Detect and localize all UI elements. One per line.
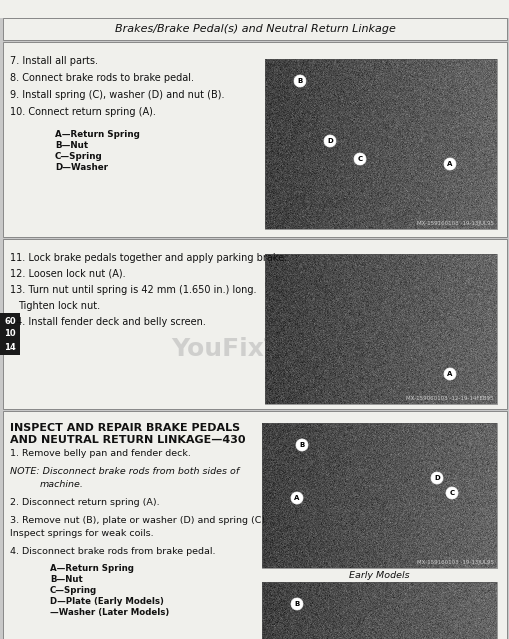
Text: NOTE: Disconnect brake rods from both sides of: NOTE: Disconnect brake rods from both si… xyxy=(10,467,239,476)
Bar xyxy=(262,423,496,568)
Text: C—Spring: C—Spring xyxy=(50,586,97,595)
Text: 60: 60 xyxy=(4,316,16,325)
Text: A: A xyxy=(294,495,299,501)
Text: 7. Install all parts.: 7. Install all parts. xyxy=(10,56,98,66)
Text: Early Models: Early Models xyxy=(349,571,409,580)
Text: YouFixThis.com: YouFixThis.com xyxy=(171,337,389,362)
Text: MX-159060103 -12-19-14FEB95: MX-159060103 -12-19-14FEB95 xyxy=(406,396,493,401)
Text: B—Nut: B—Nut xyxy=(55,141,88,150)
Text: C: C xyxy=(357,156,362,162)
Text: D: D xyxy=(326,138,332,144)
Text: D—Washer: D—Washer xyxy=(55,163,108,172)
Circle shape xyxy=(291,598,302,610)
Text: 11. Lock brake pedals together and apply parking brake.: 11. Lock brake pedals together and apply… xyxy=(10,253,287,263)
Circle shape xyxy=(443,158,455,170)
Text: A: A xyxy=(446,161,452,167)
Text: —Washer (Later Models): —Washer (Later Models) xyxy=(50,608,169,617)
Bar xyxy=(265,254,496,404)
Bar xyxy=(3,411,506,639)
Text: 13. Turn nut until spring is 42 mm (1.650 in.) long.: 13. Turn nut until spring is 42 mm (1.65… xyxy=(10,285,256,295)
Text: 9. Install spring (C), washer (D) and nut (B).: 9. Install spring (C), washer (D) and nu… xyxy=(10,90,224,100)
Text: D: D xyxy=(433,475,439,481)
Text: C: C xyxy=(448,490,454,496)
Circle shape xyxy=(430,472,442,484)
Text: Brakes/Brake Pedal(s) and Neutral Return Linkage: Brakes/Brake Pedal(s) and Neutral Return… xyxy=(115,24,394,34)
Bar xyxy=(262,582,496,639)
Text: 4. Disconnect brake rods from brake pedal.: 4. Disconnect brake rods from brake peda… xyxy=(10,547,215,556)
Text: 8. Connect brake rods to brake pedal.: 8. Connect brake rods to brake pedal. xyxy=(10,73,193,83)
Text: B: B xyxy=(299,442,304,448)
Bar xyxy=(265,59,496,229)
Text: D—Plate (Early Models): D—Plate (Early Models) xyxy=(50,597,163,606)
Text: B: B xyxy=(294,601,299,607)
Text: Inspect springs for weak coils.: Inspect springs for weak coils. xyxy=(10,529,153,538)
Text: 10. Connect return spring (A).: 10. Connect return spring (A). xyxy=(10,107,156,117)
Text: A: A xyxy=(446,371,452,377)
Text: 3. Remove nut (B), plate or washer (D) and spring (C).: 3. Remove nut (B), plate or washer (D) a… xyxy=(10,516,268,525)
Circle shape xyxy=(291,492,302,504)
Text: AND NEUTRAL RETURN LINKAGE—430: AND NEUTRAL RETURN LINKAGE—430 xyxy=(10,435,245,445)
Text: 14: 14 xyxy=(4,343,16,351)
Text: INSPECT AND REPAIR BRAKE PEDALS: INSPECT AND REPAIR BRAKE PEDALS xyxy=(10,423,240,433)
Text: C—Spring: C—Spring xyxy=(55,152,102,161)
Text: A—Return Spring: A—Return Spring xyxy=(55,130,139,139)
Text: machine.: machine. xyxy=(40,480,83,489)
Text: B—Nut: B—Nut xyxy=(50,575,82,584)
Bar xyxy=(3,18,506,40)
Bar xyxy=(3,42,506,237)
Circle shape xyxy=(293,75,305,87)
Text: 14. Install fender deck and belly screen.: 14. Install fender deck and belly screen… xyxy=(10,317,206,327)
Text: MX-159160103 -19-13JUL95: MX-159160103 -19-13JUL95 xyxy=(416,560,493,565)
Circle shape xyxy=(323,135,335,147)
Text: 2. Disconnect return spring (A).: 2. Disconnect return spring (A). xyxy=(10,498,159,507)
Text: B: B xyxy=(297,78,302,84)
Text: 12. Loosen lock nut (A).: 12. Loosen lock nut (A). xyxy=(10,269,125,279)
Circle shape xyxy=(445,487,457,499)
Text: 1. Remove belly pan and fender deck.: 1. Remove belly pan and fender deck. xyxy=(10,449,190,458)
Circle shape xyxy=(443,368,455,380)
Text: Tighten lock nut.: Tighten lock nut. xyxy=(18,301,100,311)
Bar xyxy=(0,0,509,18)
Text: MX-159160103 -19-13JUL95: MX-159160103 -19-13JUL95 xyxy=(416,221,493,226)
Text: 10: 10 xyxy=(4,330,16,339)
Bar xyxy=(0,313,20,355)
Text: A—Return Spring: A—Return Spring xyxy=(50,564,134,573)
Circle shape xyxy=(295,439,307,451)
Bar xyxy=(3,239,506,409)
Circle shape xyxy=(353,153,365,165)
